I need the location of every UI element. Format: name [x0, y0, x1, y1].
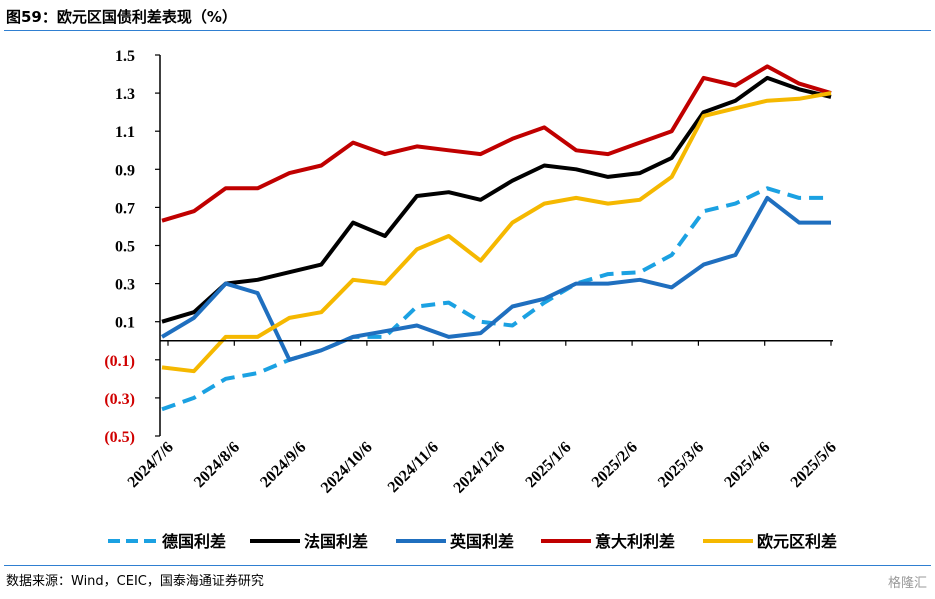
x-tick-label: 2025/1/6 [522, 439, 574, 491]
series-line-italy [161, 64, 832, 223]
y-tick-label: (0.3) [104, 391, 135, 408]
series-lines [160, 64, 832, 412]
x-tick-label: 2025/5/6 [788, 439, 840, 491]
y-tick-label: 0.7 [115, 200, 135, 217]
legend-label-eurozone: 欧元区利差 [757, 532, 837, 551]
x-tick-label: 2024/12/6 [450, 439, 508, 497]
y-tick-label: 1.1 [115, 124, 135, 141]
series-line-germany [161, 186, 831, 412]
axes [159, 55, 833, 436]
legend-label-uk: 英国利差 [449, 532, 514, 551]
y-tick-label: 1.5 [115, 48, 135, 65]
legend-label-italy: 意大利利差 [595, 532, 675, 551]
figure-title: 图59：欧元区国债利差表现（%） [6, 8, 237, 26]
x-tick-label: 2024/8/6 [191, 439, 243, 491]
watermark-logo: 格隆汇 [887, 576, 927, 591]
legend-label-germany: 德国利差 [162, 532, 226, 551]
y-tick-label: (0.5) [104, 429, 135, 446]
x-tick-label: 2025/3/6 [655, 439, 707, 491]
x-tick-label: 2024/9/6 [257, 439, 309, 491]
x-tick-label: 2025/4/6 [721, 439, 773, 491]
y-axis-ticks: 1.5 1.3 1.1 0.9 0.7 0.5 0.3 0.1 (0.1) (0.3) (0.5) [104, 48, 160, 446]
y-tick-label: 0.3 [115, 277, 135, 294]
y-tick-label: 0.5 [115, 239, 135, 256]
y-tick-label: 0.9 [115, 162, 135, 179]
title-divider [4, 30, 931, 31]
legend: 德国利差 法国利差 英国利差 意大利利差 欧元区利差 [108, 532, 837, 551]
y-tick-label: 1.3 [115, 86, 135, 103]
source-note: 数据来源：Wind，CEIC，国泰海通证券研究 [6, 574, 264, 589]
legend-label-france: 法国利差 [304, 532, 368, 551]
series-line-eurozone [161, 91, 832, 374]
x-tick-label: 2025/2/6 [589, 439, 641, 491]
x-tick-label: 2024/10/6 [318, 439, 376, 497]
x-tick-label: 2024/7/6 [125, 439, 177, 491]
x-axis-ticks: 2024/7/6 2024/8/6 2024/9/6 2024/10/6 2024/11… [125, 340, 840, 497]
y-tick-label: 0.1 [115, 315, 135, 332]
y-tick-label: (0.1) [104, 353, 135, 370]
series-line-france [161, 75, 832, 324]
source-divider [4, 565, 931, 566]
x-tick-label: 2024/11/6 [385, 439, 442, 496]
